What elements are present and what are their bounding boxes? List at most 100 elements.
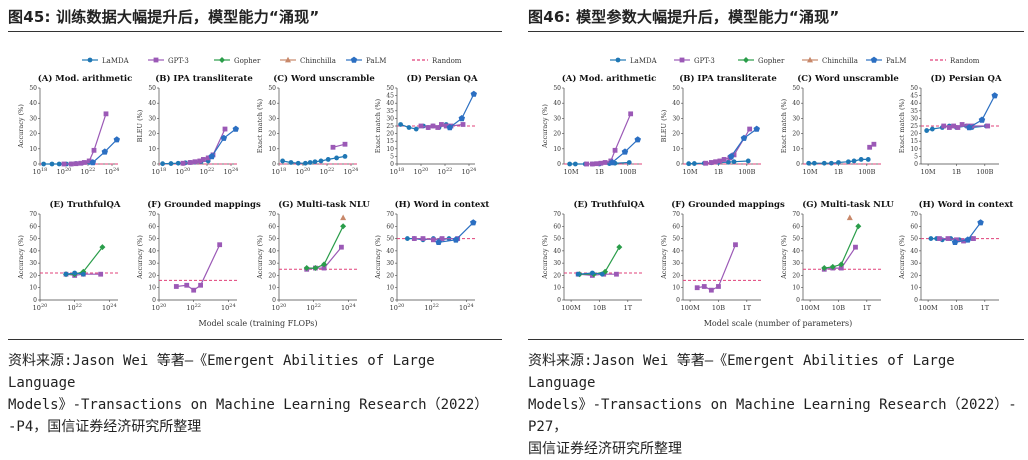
data-point-gpt-3	[941, 123, 947, 129]
data-point-palm	[740, 134, 748, 141]
y-tick-label: 50	[268, 236, 276, 243]
x-tick-label: 1024	[105, 167, 120, 176]
subplot-title: (A) Mod. arithmetic	[562, 73, 657, 84]
x-tick-label: 1020	[390, 303, 405, 312]
series-line-palm	[211, 128, 237, 157]
data-point-gpt-3	[197, 158, 203, 164]
figure-45-chart: LaMDA GPT-3 Gopher Chinchilla PaLM Random (A) …	[17, 56, 489, 328]
x-tick-label: 1018	[33, 167, 48, 176]
figure-46-source: 资料来源:Jason Wei 等著—《Emergent Abilities of…	[528, 350, 1028, 460]
y-tick-label: 70	[386, 211, 394, 218]
data-point-gopher	[602, 268, 609, 275]
data-point-lamda	[567, 161, 573, 167]
data-point-gpt-3	[838, 265, 844, 271]
data-point-lamda	[836, 160, 841, 165]
data-point-gpt-3	[971, 236, 976, 241]
x-tick-label: 1024	[221, 303, 236, 312]
x-tick-label: 1020	[272, 303, 287, 312]
y-tick-label: 20	[672, 272, 680, 279]
legend-item-gopher: Gopher	[214, 57, 261, 65]
y-tick-label: 0	[676, 161, 680, 168]
figure-45-top-rule	[8, 31, 502, 32]
y-tick-label: 20	[268, 272, 276, 279]
legend-label-gpt-3: GPT-3	[694, 57, 715, 65]
x-tick-label: 100B	[976, 168, 993, 176]
y-tick-label: 10	[268, 285, 276, 292]
data-point-gpt-3	[91, 147, 97, 153]
data-point-palm	[113, 136, 120, 143]
series-gpt-3	[575, 271, 619, 278]
data-point-palm	[452, 236, 460, 243]
x-tick-label: 10M	[803, 168, 818, 176]
y-tick-label: 25	[386, 123, 394, 130]
y-tick-label: 20	[386, 131, 394, 138]
legend-item-gpt-3: GPT-3	[148, 57, 189, 65]
x-tick-label: 1B	[834, 168, 843, 176]
y-tick-label: 20	[553, 131, 561, 138]
y-tick-label: 0	[152, 161, 156, 168]
data-point-lamda	[599, 271, 605, 277]
data-point-lamda	[928, 236, 934, 241]
x-tick-label: 1022	[67, 303, 82, 312]
data-point-lamda	[63, 271, 69, 277]
data-point-palm	[435, 238, 442, 245]
data-point-gpt-3	[867, 144, 873, 150]
data-point-gpt-3	[187, 160, 193, 165]
series-gpt-3	[584, 111, 634, 167]
y-tick-label: 30	[792, 115, 800, 122]
legend-item-random: Random	[412, 57, 462, 65]
x-tick-label: 100M	[562, 304, 581, 312]
data-point-gpt-3	[439, 122, 444, 127]
y-tick-label: 20	[910, 272, 918, 279]
series-gpt-3	[703, 126, 753, 166]
data-point-gpt-3	[205, 155, 211, 161]
y-axis-label: Accuracy (%)	[780, 235, 788, 280]
data-point-lamda	[307, 160, 313, 165]
y-tick-label: 50	[148, 236, 156, 243]
subplot-f-grounded-mappings: (F) Grounded mappings 0 10 20 30 40 50 60 70 Accu…	[660, 199, 785, 312]
legend-marker-palm	[350, 56, 358, 63]
y-tick-label: 60	[386, 223, 394, 230]
y-tick-label: 10	[268, 146, 276, 153]
x-tick-label: 1018	[152, 167, 167, 176]
series-gpt-3	[330, 141, 348, 150]
data-point-gpt-3	[201, 157, 206, 162]
data-point-gpt-3	[951, 123, 957, 129]
data-point-gpt-3	[708, 287, 714, 293]
figure-45-title: 图45: 训练数据大幅提升后，模型能力“涌现”	[8, 8, 320, 26]
y-tick-label: 50	[268, 85, 276, 92]
series-gpt-3	[941, 122, 991, 130]
y-tick-label: 70	[910, 211, 918, 218]
figure-46-source-line-1: 资料来源:Jason Wei 等著—《Emergent Abilities of…	[528, 353, 964, 391]
data-point-gpt-3	[946, 125, 952, 130]
y-tick-label: 0	[557, 161, 561, 168]
data-point-palm	[728, 153, 735, 160]
data-point-gopher	[821, 265, 828, 272]
figure-46-top-rule	[528, 31, 1024, 32]
y-tick-label: 40	[386, 100, 394, 107]
data-point-gpt-3	[439, 236, 445, 241]
x-tick-label: 100B	[858, 168, 875, 176]
y-tick-label: 0	[33, 297, 37, 304]
y-tick-label: 10	[792, 146, 800, 153]
legend-marker-lamda	[87, 57, 93, 63]
y-tick-label: 70	[148, 211, 156, 218]
y-tick-label: 20	[553, 272, 561, 279]
y-axis-label: Accuracy (%)	[17, 235, 25, 280]
subplot-c-word-unscramble: (C) Word unscramble 0 10 20 30 40 50 Exact matc…	[780, 73, 899, 176]
data-point-lamda	[288, 160, 294, 165]
series-line-gopher	[306, 226, 344, 269]
x-tick-label: 1020	[296, 167, 311, 176]
data-point-gpt-3	[713, 159, 719, 165]
y-tick-label: 40	[29, 248, 37, 255]
y-tick-label: 20	[672, 131, 680, 138]
y-tick-label: 50	[672, 236, 680, 243]
data-point-gopher	[838, 261, 845, 268]
x-tick-label: 1024	[224, 167, 239, 176]
data-point-palm	[101, 148, 108, 155]
y-tick-label: 0	[796, 297, 800, 304]
figure-46-source-line-3: 国信证券经济研究所整理	[528, 441, 682, 457]
y-tick-label: 30	[148, 115, 156, 122]
series-gopher	[303, 223, 347, 272]
